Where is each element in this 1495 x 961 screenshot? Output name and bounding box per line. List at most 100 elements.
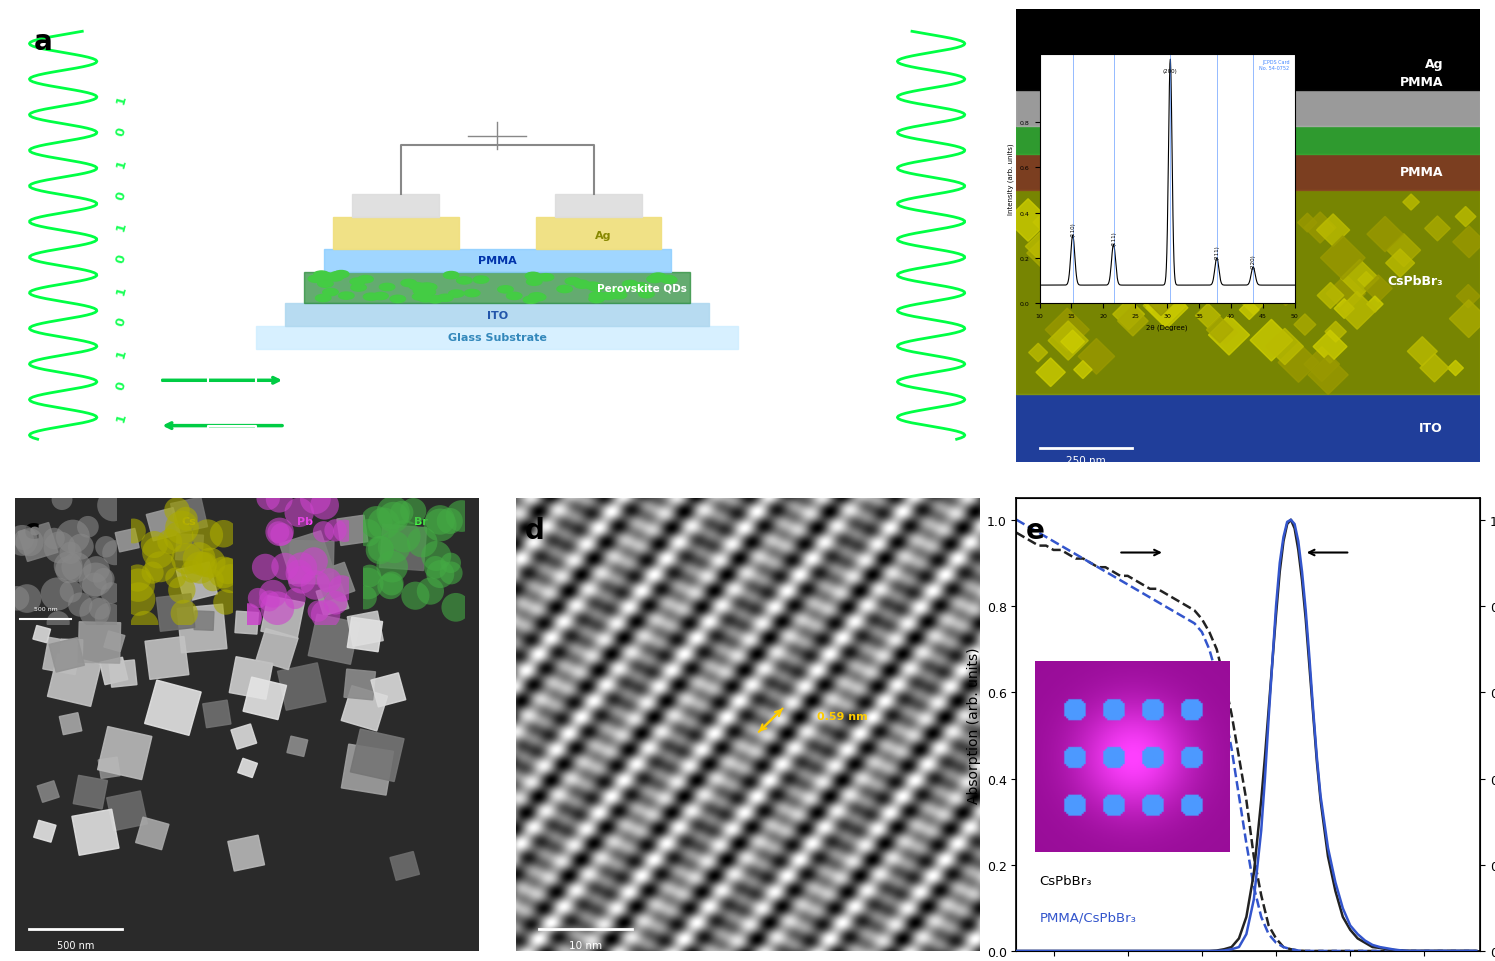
Polygon shape [1148,260,1165,277]
Circle shape [372,293,389,300]
Polygon shape [1048,322,1088,360]
Text: Ag: Ag [595,231,611,241]
Text: 1: 1 [114,94,129,106]
Circle shape [526,279,541,286]
Circle shape [428,296,443,304]
Polygon shape [175,534,203,561]
Polygon shape [305,272,691,304]
Polygon shape [286,304,709,327]
Polygon shape [1341,260,1378,298]
Polygon shape [333,218,459,250]
Text: 1: 1 [114,348,129,359]
Polygon shape [72,809,120,855]
Polygon shape [1033,211,1057,234]
Circle shape [611,292,626,300]
Polygon shape [256,628,298,670]
Circle shape [444,272,459,280]
Circle shape [350,279,365,286]
Polygon shape [344,670,375,701]
Polygon shape [1027,234,1067,274]
Polygon shape [380,525,426,571]
Polygon shape [1447,361,1464,377]
Circle shape [647,276,662,283]
Text: 0: 0 [114,189,129,201]
Circle shape [410,283,425,290]
Polygon shape [1308,356,1348,395]
Text: 250 nm: 250 nm [1066,456,1106,465]
Polygon shape [1365,276,1392,303]
Polygon shape [1058,264,1081,285]
Circle shape [538,274,553,282]
Polygon shape [100,657,127,685]
Polygon shape [1245,266,1269,289]
Polygon shape [1402,195,1419,210]
Circle shape [308,276,323,283]
Polygon shape [178,604,227,653]
Polygon shape [1017,10,1480,91]
Circle shape [351,284,366,292]
Polygon shape [157,594,194,631]
Text: 0: 0 [114,126,129,137]
Polygon shape [1138,272,1184,316]
Polygon shape [1259,262,1272,276]
Polygon shape [1317,221,1335,237]
Polygon shape [33,626,51,643]
Circle shape [465,290,480,297]
Polygon shape [1387,234,1420,267]
Polygon shape [1090,219,1114,244]
Polygon shape [60,640,82,661]
Circle shape [339,293,354,300]
Polygon shape [1317,214,1350,247]
Polygon shape [256,327,739,349]
Circle shape [448,290,463,298]
Polygon shape [1254,240,1295,280]
Circle shape [634,283,649,290]
Circle shape [531,294,546,302]
Polygon shape [1325,322,1347,343]
Polygon shape [1017,190,1480,394]
Polygon shape [176,562,217,603]
Circle shape [529,293,544,301]
Polygon shape [323,250,671,272]
Polygon shape [1073,361,1093,380]
Circle shape [574,282,591,289]
Polygon shape [34,821,55,842]
Polygon shape [170,498,208,533]
Circle shape [622,282,638,288]
Text: ITO: ITO [1419,422,1443,435]
Circle shape [357,276,374,283]
Polygon shape [350,729,404,781]
Polygon shape [1190,238,1232,280]
Polygon shape [136,817,169,850]
Polygon shape [1048,210,1076,237]
Polygon shape [1304,212,1337,244]
Polygon shape [37,781,60,802]
Polygon shape [145,637,188,679]
Circle shape [589,293,604,300]
Y-axis label: Absorption (arb. units): Absorption (arb. units) [967,647,981,803]
Text: 0: 0 [114,253,129,264]
Circle shape [474,277,489,283]
Polygon shape [1407,337,1437,366]
Circle shape [565,279,580,285]
Polygon shape [1078,339,1115,375]
Polygon shape [1357,272,1374,288]
Polygon shape [535,218,661,250]
Polygon shape [1238,283,1269,315]
Text: Ag: Ag [1425,58,1443,70]
Text: 1: 1 [114,411,129,423]
Text: CsPbBr₃: CsPbBr₃ [1387,275,1443,287]
Circle shape [314,272,329,279]
Circle shape [417,283,434,291]
Text: a: a [34,28,52,56]
Polygon shape [1061,331,1084,354]
Text: PMMA: PMMA [1399,166,1443,179]
Text: 0: 0 [114,316,129,328]
Polygon shape [106,791,148,831]
Polygon shape [1218,194,1244,219]
Polygon shape [235,611,259,634]
Polygon shape [1208,315,1250,356]
Polygon shape [1235,224,1254,242]
Circle shape [589,296,604,304]
Polygon shape [315,584,348,616]
